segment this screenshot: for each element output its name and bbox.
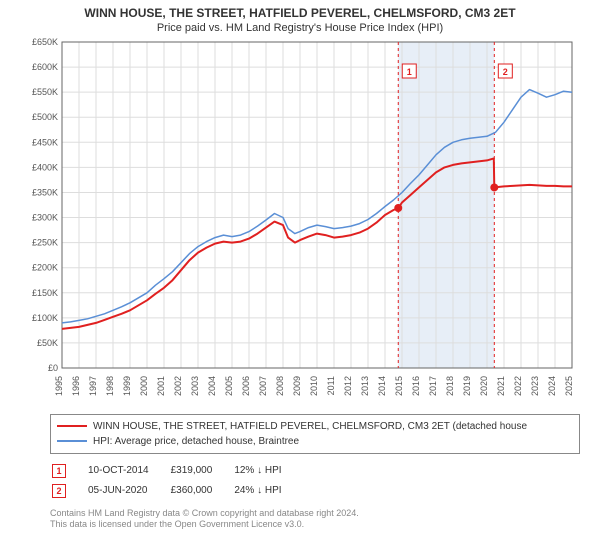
svg-text:2001: 2001 xyxy=(156,376,166,396)
svg-text:2019: 2019 xyxy=(462,376,472,396)
svg-text:1995: 1995 xyxy=(54,376,64,396)
svg-text:£0: £0 xyxy=(48,363,58,373)
page-subtitle: Price paid vs. HM Land Registry's House … xyxy=(8,22,592,34)
footer-line-2: This data is licensed under the Open Gov… xyxy=(50,519,580,531)
svg-text:£100K: £100K xyxy=(32,312,58,322)
svg-text:2022: 2022 xyxy=(513,376,523,396)
svg-text:2009: 2009 xyxy=(292,376,302,396)
svg-text:2010: 2010 xyxy=(309,376,319,396)
event-date: 05-JUN-2020 xyxy=(88,482,169,500)
legend-row: HPI: Average price, detached house, Brai… xyxy=(57,434,573,449)
svg-text:2004: 2004 xyxy=(207,376,217,396)
svg-text:£450K: £450K xyxy=(32,137,58,147)
svg-text:2020: 2020 xyxy=(479,376,489,396)
svg-text:£650K: £650K xyxy=(32,38,58,47)
event-delta: 24% ↓ HPI xyxy=(234,482,301,500)
svg-text:2023: 2023 xyxy=(530,376,540,396)
svg-text:2002: 2002 xyxy=(173,376,183,396)
event-marker: 1 xyxy=(52,464,66,478)
line-chart: £0 £50K £100K £150K £200K £250K £300K £350K £400… xyxy=(20,38,580,408)
svg-text:1996: 1996 xyxy=(71,376,81,396)
svg-text:2016: 2016 xyxy=(411,376,421,396)
event-marker-cell: 1 xyxy=(52,462,86,480)
svg-text:2025: 2025 xyxy=(564,376,574,396)
legend-row: WINN HOUSE, THE STREET, HATFIELD PEVEREL… xyxy=(57,419,573,434)
svg-text:2014: 2014 xyxy=(377,376,387,396)
svg-text:2015: 2015 xyxy=(394,376,404,396)
svg-text:2012: 2012 xyxy=(343,376,353,396)
page-title: WINN HOUSE, THE STREET, HATFIELD PEVEREL… xyxy=(8,6,592,22)
svg-text:1: 1 xyxy=(407,67,412,77)
svg-text:£550K: £550K xyxy=(32,87,58,97)
svg-text:2011: 2011 xyxy=(326,376,336,395)
svg-text:£250K: £250K xyxy=(32,237,58,247)
svg-text:2003: 2003 xyxy=(190,376,200,396)
svg-text:2017: 2017 xyxy=(428,376,438,396)
svg-text:2024: 2024 xyxy=(547,376,557,396)
svg-text:2006: 2006 xyxy=(241,376,251,396)
table-row: 1 10-OCT-2014£319,00012% ↓ HPI xyxy=(52,462,302,480)
event-date: 10-OCT-2014 xyxy=(88,462,169,480)
svg-text:£300K: £300K xyxy=(32,212,58,222)
svg-text:£500K: £500K xyxy=(32,112,58,122)
legend-swatch xyxy=(57,440,87,442)
footer-attribution: Contains HM Land Registry data © Crown c… xyxy=(50,508,580,531)
svg-text:£600K: £600K xyxy=(32,62,58,72)
svg-text:1997: 1997 xyxy=(88,376,98,396)
svg-text:1998: 1998 xyxy=(105,376,115,396)
svg-text:2005: 2005 xyxy=(224,376,234,396)
svg-text:£50K: £50K xyxy=(37,338,58,348)
svg-text:2018: 2018 xyxy=(445,376,455,396)
event-price: £360,000 xyxy=(171,482,233,500)
svg-text:2: 2 xyxy=(503,67,508,77)
svg-text:£150K: £150K xyxy=(32,287,58,297)
svg-text:2007: 2007 xyxy=(258,376,268,396)
legend: WINN HOUSE, THE STREET, HATFIELD PEVEREL… xyxy=(50,414,580,454)
event-delta: 12% ↓ HPI xyxy=(234,462,301,480)
svg-text:2000: 2000 xyxy=(139,376,149,396)
event-price: £319,000 xyxy=(171,462,233,480)
table-row: 2 05-JUN-2020£360,00024% ↓ HPI xyxy=(52,482,302,500)
svg-text:£350K: £350K xyxy=(32,187,58,197)
event-marker-cell: 2 xyxy=(52,482,86,500)
svg-text:£200K: £200K xyxy=(32,262,58,272)
footer-line-1: Contains HM Land Registry data © Crown c… xyxy=(50,508,580,520)
svg-text:2013: 2013 xyxy=(360,376,370,396)
legend-swatch xyxy=(57,425,87,427)
events-table: 1 10-OCT-2014£319,00012% ↓ HPI 2 05-JUN-202… xyxy=(50,460,304,502)
svg-text:1999: 1999 xyxy=(122,376,132,396)
event-marker: 2 xyxy=(52,484,66,498)
svg-text:2008: 2008 xyxy=(275,376,285,396)
legend-label: WINN HOUSE, THE STREET, HATFIELD PEVEREL… xyxy=(93,419,527,434)
svg-text:£400K: £400K xyxy=(32,162,58,172)
svg-text:2021: 2021 xyxy=(496,376,506,396)
legend-label: HPI: Average price, detached house, Brai… xyxy=(93,434,299,449)
